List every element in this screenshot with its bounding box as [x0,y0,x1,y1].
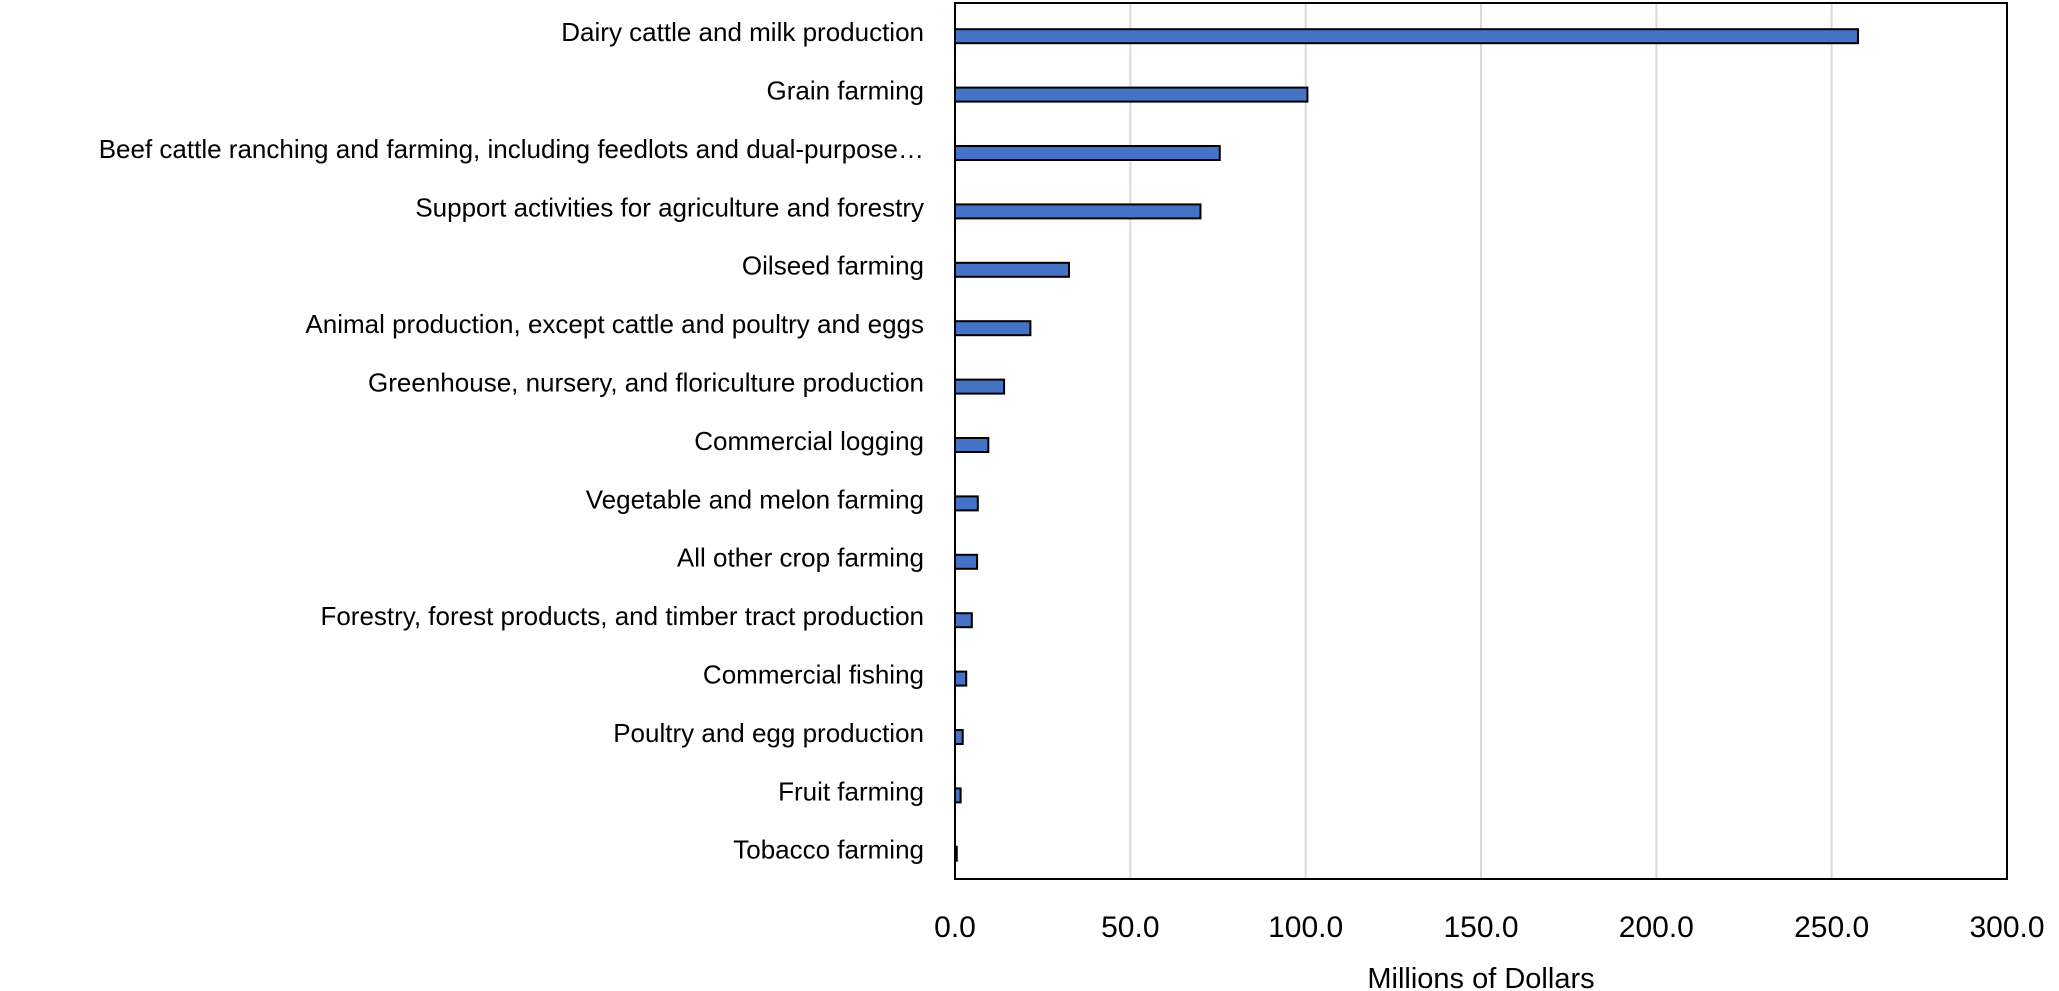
bar [954,145,1221,161]
category-label: Greenhouse, nursery, and floriculture pr… [368,367,924,397]
category-label: All other crop farming [677,543,924,573]
bar [954,28,1859,45]
bar [954,203,1202,220]
x-tick-label: 0.0 [934,911,976,944]
x-tick-labels: 0.0 50.0 100.0 150.0 200.0 250.0 300.0 [934,911,2044,944]
x-tick-label: 200.0 [1619,911,1694,944]
category-label: Support activities for agriculture and f… [415,192,924,222]
category-label: Commercial fishing [703,659,924,689]
plot-area-frame [954,2,2008,880]
category-label: Animal production, except cattle and pou… [305,309,924,339]
category-label: Beef cattle ranching and farming, includ… [99,134,924,164]
gridlines [1129,3,1833,879]
category-label: Poultry and egg production [613,718,924,748]
category-label: Tobacco farming [733,835,924,865]
x-tick-label: 100.0 [1268,911,1343,944]
x-axis-title: Millions of Dollars [1367,963,1594,991]
bar [954,553,979,570]
bar [954,86,1309,103]
category-label: Grain farming [767,75,925,105]
x-tick-label: 150.0 [1443,911,1518,944]
bars [954,28,1859,862]
category-labels: Dairy cattle and milk production Grain fa… [99,17,924,865]
bar [954,378,1006,395]
bar [954,437,990,453]
category-label: Dairy cattle and milk production [561,17,924,47]
bar [954,261,1070,278]
bar [954,495,979,512]
x-tick-label: 300.0 [1969,911,2044,944]
category-label: Oilseed farming [742,251,924,281]
x-tick-label: 250.0 [1794,911,1869,944]
category-label: Forestry, forest products, and timber tr… [320,601,924,631]
bar [954,612,973,629]
bar [954,729,964,745]
category-label: Fruit farming [778,776,924,806]
bar [954,670,968,687]
category-label: Vegetable and melon farming [586,484,924,514]
category-label: Commercial logging [694,426,924,456]
bar [954,320,1032,337]
x-tick-label: 50.0 [1101,911,1159,944]
